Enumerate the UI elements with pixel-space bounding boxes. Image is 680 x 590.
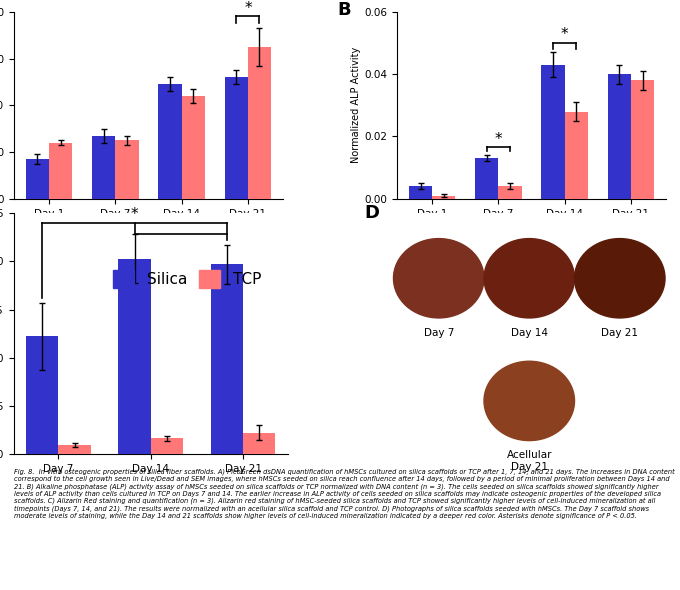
Text: D: D — [364, 204, 379, 222]
Circle shape — [484, 361, 575, 441]
Text: Fig. 8.  In vitro osteogenic properties of silica fiber scaffolds. A) PicoGreen : Fig. 8. In vitro osteogenic properties o… — [14, 468, 675, 519]
Bar — [608, 74, 631, 199]
Bar — [151, 438, 183, 454]
Bar — [158, 84, 182, 199]
Bar — [409, 186, 432, 199]
Bar — [248, 47, 271, 199]
Bar — [26, 336, 58, 454]
Bar — [564, 112, 588, 199]
Bar — [224, 77, 248, 199]
Text: *: * — [494, 132, 503, 147]
Text: B: B — [337, 1, 351, 18]
Bar — [541, 65, 564, 199]
Bar — [243, 432, 275, 454]
Bar — [92, 136, 116, 199]
Text: *: * — [561, 27, 568, 42]
Text: Day 21: Day 21 — [601, 327, 639, 337]
Bar — [631, 80, 654, 199]
Circle shape — [575, 238, 665, 318]
Bar — [116, 140, 139, 199]
Y-axis label: Normalized ALP Activity: Normalized ALP Activity — [351, 47, 361, 163]
Text: Day 7: Day 7 — [424, 327, 454, 337]
Text: Acellular
Day 21: Acellular Day 21 — [507, 450, 552, 472]
Bar — [26, 159, 49, 199]
Bar — [432, 196, 456, 199]
Bar — [498, 186, 522, 199]
Bar — [58, 445, 90, 454]
Text: *: * — [244, 1, 252, 16]
Bar — [211, 264, 243, 454]
Text: *: * — [131, 207, 139, 222]
Bar — [118, 258, 151, 454]
Text: Day 14: Day 14 — [511, 327, 548, 337]
Circle shape — [484, 238, 575, 318]
Bar — [182, 96, 205, 199]
Legend: Silica, TCP: Silica, TCP — [107, 264, 267, 294]
Circle shape — [394, 238, 484, 318]
Bar — [49, 143, 72, 199]
Bar — [475, 158, 498, 199]
